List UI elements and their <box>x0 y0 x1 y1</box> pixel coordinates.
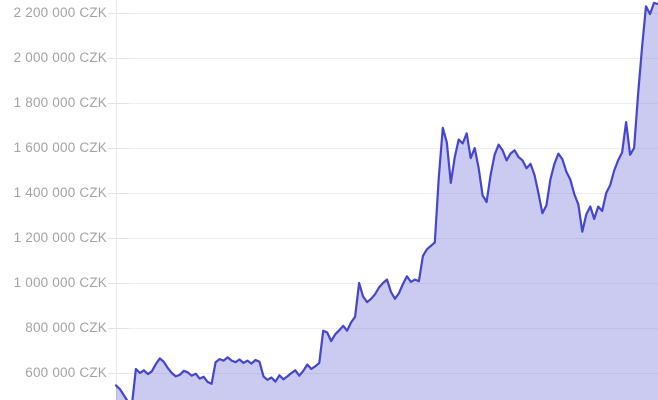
y-axis-label: 800 000 CZK <box>25 320 107 335</box>
y-axis-label: 2 000 000 CZK <box>13 50 107 65</box>
price-area-fill <box>116 2 658 400</box>
y-axis-label: 1 400 000 CZK <box>13 185 107 200</box>
y-axis-label: 1 800 000 CZK <box>13 95 107 110</box>
price-line <box>114 1 658 400</box>
y-axis-label: 1 000 000 CZK <box>13 275 107 290</box>
y-axis-label: 1 600 000 CZK <box>13 140 107 155</box>
y-axis-label: 2 200 000 CZK <box>13 5 107 20</box>
y-axis-label: 1 200 000 CZK <box>13 230 107 245</box>
y-axis-label: 600 000 CZK <box>25 365 107 380</box>
